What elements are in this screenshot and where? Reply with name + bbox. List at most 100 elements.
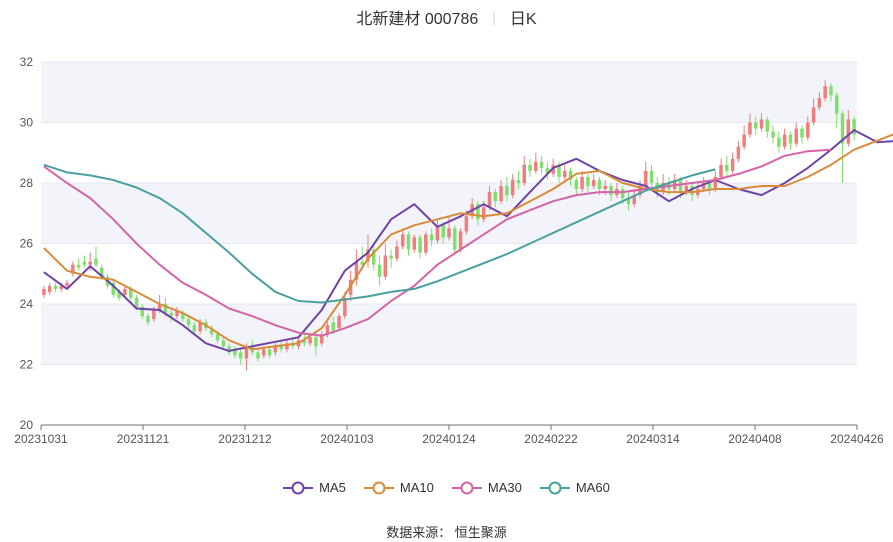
candle-body [42, 288, 46, 295]
candle-body [65, 282, 69, 286]
legend-marker-icon [451, 481, 482, 494]
candle-body [424, 234, 428, 253]
legend-label: MA10 [399, 480, 434, 495]
candle-body [319, 334, 324, 344]
candle-body [499, 186, 503, 202]
candle-body [238, 352, 243, 359]
candle-body [476, 204, 480, 220]
candle-body [771, 131, 775, 138]
y-tick-label: 26 [20, 237, 34, 251]
candle-body [302, 340, 307, 344]
candle-body [817, 98, 822, 108]
candle-body [372, 249, 376, 265]
y-tick-label: 32 [20, 55, 34, 69]
candle-body [134, 297, 139, 308]
candle-body [406, 234, 411, 250]
candle-body [510, 179, 515, 196]
candle-body [47, 285, 52, 292]
candle-body [730, 158, 735, 171]
candle-body [244, 346, 249, 359]
candle-body [678, 179, 683, 193]
legend-marker-icon [363, 481, 394, 494]
candle-body [487, 192, 492, 208]
series-line-ma30 [43, 148, 832, 337]
candle-body [522, 164, 526, 183]
candle-body [163, 304, 168, 314]
candle-body [551, 164, 555, 174]
candle-body [441, 225, 445, 238]
candle-body [186, 319, 191, 326]
candle-body [389, 255, 393, 259]
candle-body [580, 176, 584, 190]
candle-body [343, 297, 347, 317]
candle-body [568, 170, 573, 180]
y-tick-label: 22 [20, 358, 34, 372]
series-line-ma5 [43, 129, 893, 352]
x-tick-label: 20240124 [422, 432, 476, 446]
candle-body [742, 134, 746, 147]
x-tick-label: 20240314 [626, 432, 680, 446]
y-tick-label: 24 [20, 297, 34, 311]
legend-item-ma60[interactable]: MA60 [539, 480, 610, 495]
y-tick-label: 30 [20, 116, 34, 130]
candle-body [117, 291, 121, 298]
grid-band [41, 62, 857, 123]
candle-body [140, 307, 145, 317]
candle-body [545, 167, 550, 174]
candle-body [806, 122, 810, 138]
candle-body [383, 255, 388, 277]
candle-body [314, 337, 318, 347]
candle-body [788, 134, 793, 144]
candle-body [215, 334, 220, 341]
candle-body [429, 234, 434, 241]
candle-body [192, 325, 197, 332]
candle-body [198, 322, 202, 332]
legend-label: MA5 [319, 480, 346, 495]
x-tick-label: 20240426 [830, 432, 884, 446]
candle-body [736, 146, 741, 159]
candle-body [481, 207, 486, 220]
data-source: 数据来源： 恒生聚源 [386, 525, 507, 540]
candle-body [366, 249, 370, 262]
candle-body [649, 170, 654, 183]
candle-body [175, 310, 179, 317]
candle-body [285, 343, 289, 350]
candle-body [852, 119, 856, 135]
candle-body [753, 122, 758, 129]
candle-body [620, 189, 625, 199]
candle-body [169, 313, 173, 317]
legend-item-ma5[interactable]: MA5 [283, 480, 346, 495]
candle-body [603, 186, 607, 190]
candle-body [360, 261, 364, 265]
candle-body [777, 137, 781, 147]
candle-body [146, 316, 150, 323]
candle-body [152, 310, 156, 320]
candle-body [262, 349, 266, 356]
candle-body [719, 164, 723, 177]
candle-body [823, 86, 827, 99]
candle-body [765, 119, 770, 132]
candle-body [233, 349, 237, 356]
candle-body [684, 186, 689, 193]
x-tick-label: 20240103 [320, 432, 374, 446]
chart-title: 北新建材 000786 [356, 11, 479, 28]
candle-body [574, 179, 579, 190]
candle-body [707, 183, 712, 190]
candle-body [759, 119, 764, 129]
candle-body [181, 313, 185, 320]
x-tick-label: 20240222 [524, 432, 578, 446]
candle-body [71, 264, 75, 274]
candle-body [539, 161, 544, 168]
series-line-ma60 [43, 163, 716, 304]
y-tick-label: 28 [20, 176, 34, 190]
candle-body [597, 179, 602, 190]
candle-body [453, 228, 457, 250]
candle-body [128, 288, 133, 298]
legend-item-ma30[interactable]: MA30 [451, 480, 522, 495]
candle-body [354, 261, 359, 280]
legend-item-ma10[interactable]: MA10 [363, 480, 434, 495]
series-line-ma10 [43, 133, 893, 351]
candle-body [209, 328, 214, 335]
candle-body [325, 325, 330, 335]
legend-label: MA60 [575, 480, 610, 495]
